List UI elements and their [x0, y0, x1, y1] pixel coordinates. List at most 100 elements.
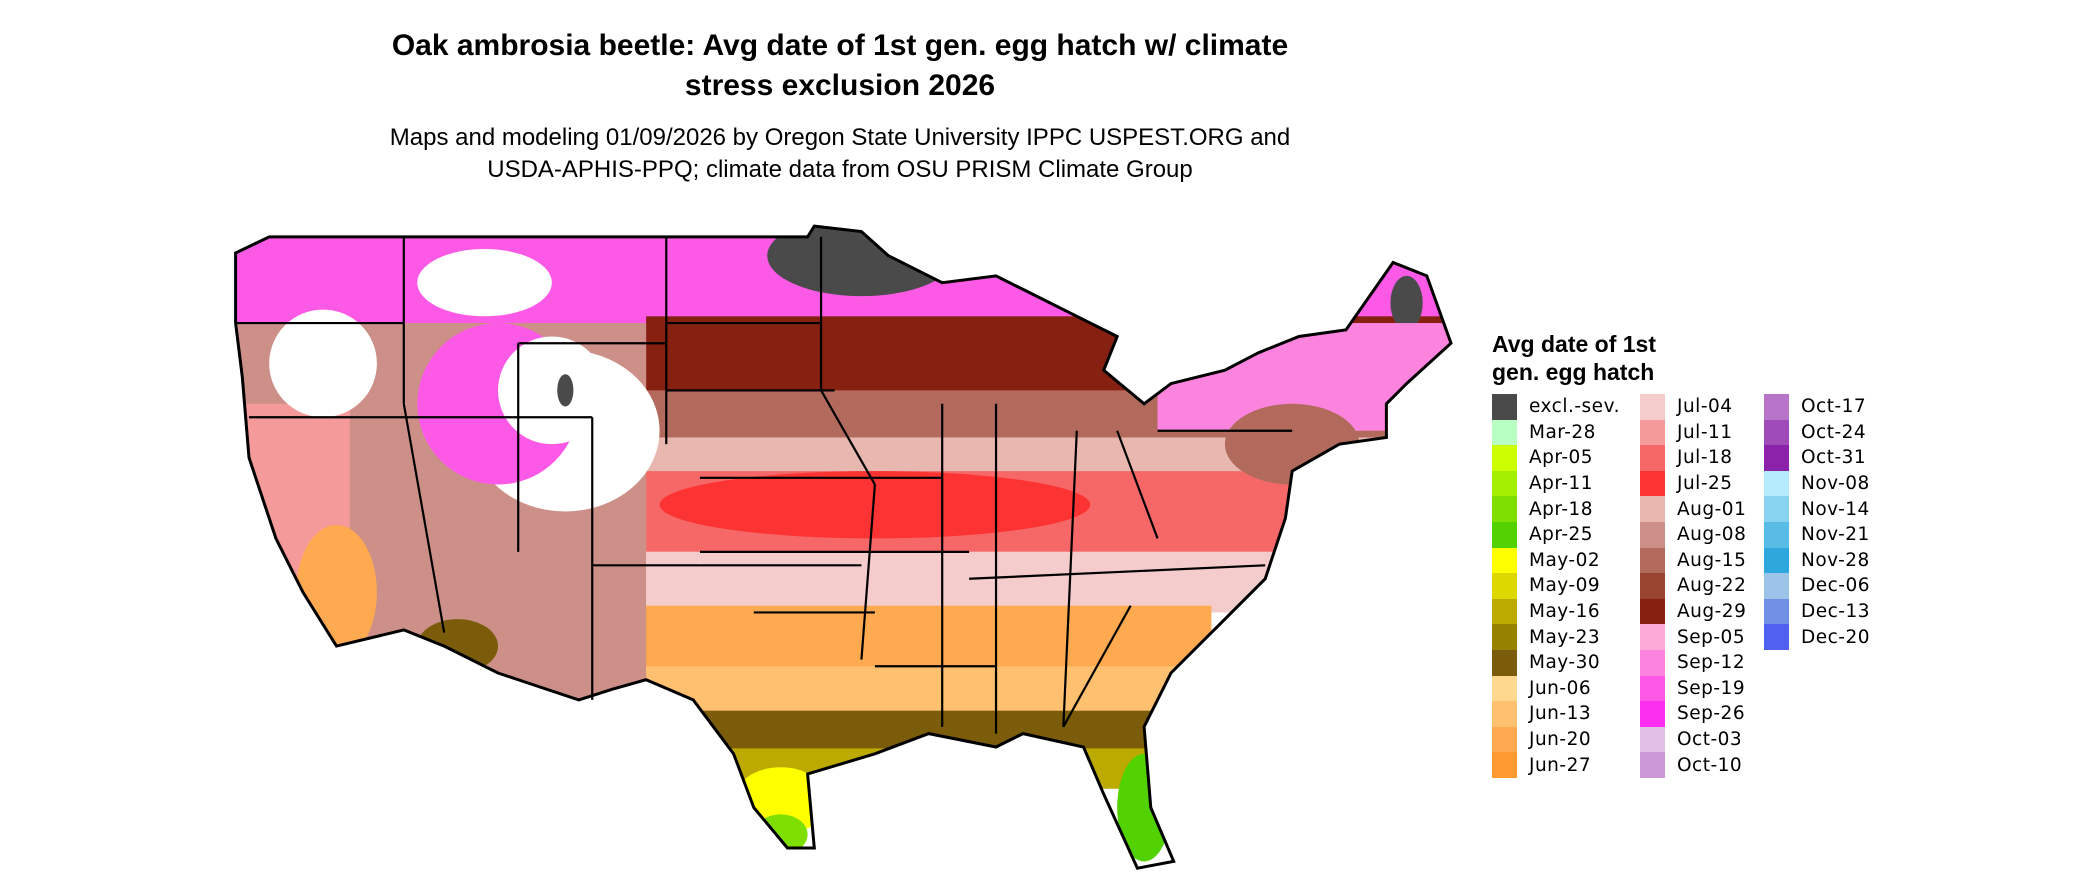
legend-swatch	[1492, 624, 1517, 650]
legend-title: Avg date of 1st gen. egg hatch	[1492, 330, 1904, 386]
zone-mn-excluded	[767, 226, 956, 297]
legend-item: Oct-24	[1764, 419, 1904, 446]
legend-item: Apr-25	[1492, 521, 1640, 548]
legend-label: Nov-14	[1801, 498, 1870, 520]
state-border	[1062, 605, 1132, 728]
legend-item: Sep-19	[1640, 675, 1764, 702]
state-border	[402, 403, 446, 633]
legend-swatch	[1492, 419, 1517, 446]
legend-swatch	[1764, 394, 1789, 420]
legend-label: Jun-13	[1529, 703, 1592, 725]
legend-item: Oct-10	[1640, 752, 1764, 778]
legend-swatch	[1492, 394, 1517, 420]
legend-swatch	[1492, 726, 1517, 753]
subtitle-line-1: Maps and modeling 01/09/2026 by Oregon S…	[389, 124, 1291, 151]
legend-item: May-02	[1492, 547, 1640, 574]
legend-swatch	[1764, 598, 1789, 625]
legend-swatch	[1764, 573, 1789, 599]
legend-item: Apr-18	[1492, 496, 1640, 522]
legend-swatch	[1640, 726, 1665, 753]
legend-item: May-16	[1492, 598, 1640, 625]
legend-swatch	[1492, 649, 1517, 676]
legend-columns: excl.-sev. Mar-28 Apr-05 Apr-11 Apr-18 Apr-25…	[1492, 394, 1904, 778]
legend-item: Jun-13	[1492, 701, 1640, 727]
title-line-1: Oak ambrosia beetle: Avg date of 1st gen…	[391, 29, 1289, 62]
legend-item: May-23	[1492, 624, 1640, 650]
legend-swatch	[1764, 419, 1789, 446]
legend-label: Sep-26	[1677, 703, 1746, 725]
legend-swatch	[1640, 675, 1665, 702]
legend-swatch	[1492, 470, 1517, 497]
legend-item: Nov-28	[1764, 547, 1904, 574]
legend-swatch	[1492, 598, 1517, 625]
map-title: Oak ambrosia beetle: Avg date of 1st gen…	[290, 26, 1390, 106]
legend-swatch	[1640, 496, 1665, 522]
zone-unmodeled-wy	[498, 336, 606, 445]
zone-apr-25	[1117, 753, 1172, 862]
legend-swatch	[1492, 547, 1517, 574]
state-border	[860, 484, 876, 660]
legend-swatch	[1640, 394, 1665, 420]
zone-me-excluded	[1390, 275, 1423, 330]
legend-label: Jun-06	[1529, 677, 1592, 699]
zone-jul-04	[646, 551, 1279, 613]
zone-may-16	[592, 748, 1212, 789]
zone-jul-25	[659, 471, 1091, 539]
legend-item: May-09	[1492, 573, 1640, 599]
legend-label: Oct-10	[1677, 754, 1743, 776]
legend-label: Sep-12	[1677, 652, 1746, 674]
legend-item: Jul-25	[1640, 470, 1764, 497]
legend-label: Jul-25	[1677, 473, 1733, 495]
legend-item: Dec-06	[1764, 573, 1904, 599]
legend-label: Dec-06	[1801, 575, 1871, 597]
legend-swatch	[1492, 701, 1517, 727]
legend-swatch	[1640, 624, 1665, 650]
legend-label: Sep-05	[1677, 626, 1746, 648]
map-fill	[235, 226, 1452, 862]
legend-item: Aug-15	[1640, 547, 1764, 574]
legend-swatch	[1640, 598, 1665, 625]
legend-swatch	[1640, 445, 1665, 471]
legend-item: Mar-28	[1492, 419, 1640, 446]
legend-label: Aug-22	[1677, 575, 1747, 597]
legend-item: Apr-05	[1492, 445, 1640, 471]
legend-label: May-16	[1529, 601, 1601, 623]
legend-item: Jun-20	[1492, 726, 1640, 753]
legend-label: Dec-20	[1801, 626, 1871, 648]
legend-label: Jun-20	[1529, 729, 1592, 751]
zone-wy-excluded	[557, 374, 574, 407]
legend-label: May-30	[1529, 652, 1601, 674]
legend-item: May-30	[1492, 649, 1640, 676]
legend-swatch	[1640, 547, 1665, 574]
legend-item: Nov-21	[1764, 521, 1904, 548]
legend-item: Oct-03	[1640, 726, 1764, 753]
legend-label: Oct-03	[1677, 729, 1743, 751]
title-line-2: stress exclusion 2026	[684, 69, 996, 102]
legend-item: Dec-13	[1764, 598, 1904, 625]
zone-az-may-30	[417, 619, 499, 674]
legend-swatch	[1492, 573, 1517, 599]
legend-item: Jul-11	[1640, 419, 1764, 446]
legend-column: Jul-04 Jul-11 Jul-18 Jul-25 Aug-01 Aug-08 Aug-…	[1640, 394, 1764, 778]
legend-item: Jul-18	[1640, 445, 1764, 471]
legend-label: Nov-28	[1801, 549, 1870, 571]
legend-swatch	[1764, 521, 1789, 548]
zone-jun-20	[592, 605, 1212, 673]
legend-label: Oct-31	[1801, 447, 1867, 469]
legend-label: Jul-18	[1677, 447, 1733, 469]
legend-label: Aug-01	[1677, 498, 1747, 520]
map-subtitle: Maps and modeling 01/09/2026 by Oregon S…	[290, 122, 1390, 186]
legend-label: Apr-11	[1529, 473, 1594, 495]
state-borders	[235, 236, 1293, 734]
legend-swatch	[1764, 547, 1789, 574]
legend: Avg date of 1st gen. egg hatch excl.-sev…	[1492, 330, 1904, 778]
us-outline	[234, 224, 1453, 870]
zone-unmodeled-nw	[269, 309, 377, 418]
state-border	[1116, 430, 1159, 539]
legend-swatch	[1492, 445, 1517, 471]
legend-label: Oct-24	[1801, 421, 1867, 443]
legend-label: Aug-15	[1677, 549, 1747, 571]
legend-item: Jun-06	[1492, 675, 1640, 702]
legend-item: Aug-22	[1640, 573, 1764, 599]
legend-label: Mar-28	[1529, 421, 1596, 443]
